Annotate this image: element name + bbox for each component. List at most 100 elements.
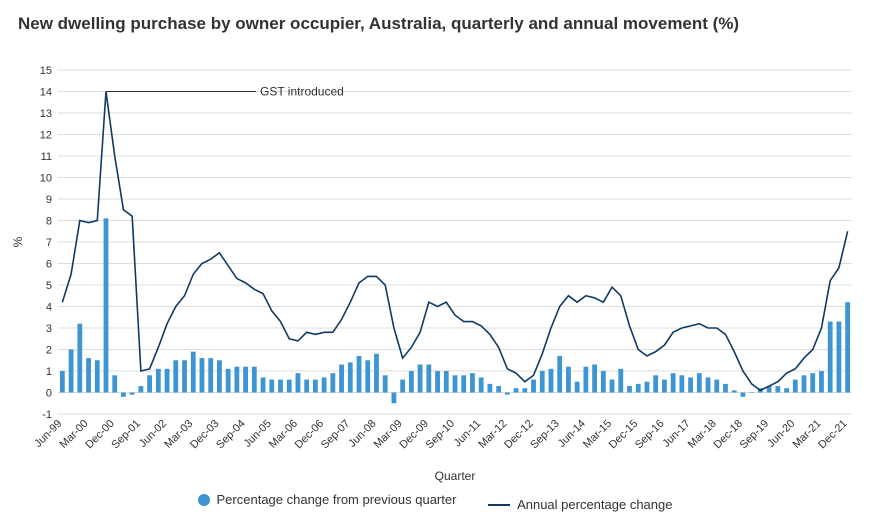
bar <box>200 358 205 392</box>
bar <box>217 360 222 392</box>
bar <box>461 375 466 392</box>
bar <box>418 365 423 393</box>
svg-text:4: 4 <box>46 302 52 314</box>
bar <box>138 386 143 392</box>
bar <box>426 365 431 393</box>
bar <box>688 377 693 392</box>
bar <box>147 375 152 392</box>
legend-line-swatch <box>488 504 510 506</box>
bar <box>365 360 370 392</box>
svg-text:7: 7 <box>46 237 52 249</box>
svg-text:0: 0 <box>46 388 52 400</box>
bar <box>775 386 780 392</box>
bar <box>479 377 484 392</box>
svg-text:2: 2 <box>46 345 52 357</box>
bar <box>557 356 562 393</box>
legend-bar-item: Percentage change from previous quarter <box>198 492 457 507</box>
bar <box>618 369 623 393</box>
bar <box>130 393 135 395</box>
bar <box>697 373 702 392</box>
bar <box>313 380 318 393</box>
bar <box>296 373 301 392</box>
bar <box>837 322 842 393</box>
bar <box>95 360 100 392</box>
bar <box>549 369 554 393</box>
svg-text:Sep-10: Sep-10 <box>424 418 458 452</box>
bar <box>741 393 746 397</box>
svg-text:9: 9 <box>46 194 52 206</box>
bar <box>165 369 170 393</box>
svg-text:5: 5 <box>46 280 52 292</box>
bar <box>435 371 440 393</box>
bar <box>261 377 266 392</box>
bar <box>357 356 362 393</box>
bar <box>77 324 82 393</box>
legend-line-label: Annual percentage change <box>517 497 672 512</box>
bar <box>287 380 292 393</box>
bar <box>173 360 178 392</box>
bar <box>845 302 850 392</box>
bar <box>706 377 711 392</box>
bar <box>583 367 588 393</box>
bar <box>810 373 815 392</box>
bar <box>470 373 475 392</box>
bar <box>514 388 519 392</box>
bar <box>828 322 833 393</box>
bar <box>662 380 667 393</box>
bar <box>784 388 789 392</box>
bar <box>339 365 344 393</box>
dwelling-chart: -10123456789101112131415%Jun-99Mar-00Dec… <box>0 22 870 532</box>
bar <box>592 365 597 393</box>
svg-text:3: 3 <box>46 323 52 335</box>
svg-text:14: 14 <box>40 87 52 99</box>
svg-text:-1: -1 <box>42 409 52 421</box>
svg-text:Dec-21: Dec-21 <box>816 418 850 452</box>
svg-text:13: 13 <box>40 108 52 120</box>
bar <box>496 386 501 392</box>
bar <box>383 375 388 392</box>
svg-text:6: 6 <box>46 259 52 271</box>
bar <box>540 371 545 393</box>
bar <box>156 369 161 393</box>
bar <box>505 393 510 395</box>
bar <box>348 362 353 392</box>
svg-text:12: 12 <box>40 130 52 142</box>
legend-line-item: Annual percentage change <box>488 497 672 512</box>
bar <box>531 380 536 393</box>
bar <box>636 384 641 393</box>
bar <box>793 380 798 393</box>
svg-text:Sep-13: Sep-13 <box>528 418 562 452</box>
bar <box>243 367 248 393</box>
bar <box>121 393 126 397</box>
bar <box>488 384 493 393</box>
chart-legend: Percentage change from previous quarter … <box>0 492 870 512</box>
bar <box>182 360 187 392</box>
bar <box>444 371 449 393</box>
svg-text:8: 8 <box>46 216 52 228</box>
svg-text:15: 15 <box>40 65 52 77</box>
bar <box>104 218 109 392</box>
bar <box>278 380 283 393</box>
bar <box>400 380 405 393</box>
bar <box>575 382 580 393</box>
bar <box>723 384 728 393</box>
svg-text:Sep-07: Sep-07 <box>319 418 353 452</box>
svg-text:Quarter: Quarter <box>435 469 476 483</box>
svg-text:1: 1 <box>46 366 52 378</box>
bar <box>112 375 117 392</box>
bar <box>601 371 606 393</box>
bar <box>60 371 65 393</box>
bar <box>69 350 74 393</box>
annual-line <box>62 92 847 391</box>
legend-bar-swatch <box>198 494 210 506</box>
bar <box>409 371 414 393</box>
bar <box>208 358 213 392</box>
bar <box>627 386 632 392</box>
svg-text:Sep-16: Sep-16 <box>633 418 667 452</box>
bar <box>374 354 379 393</box>
bar <box>330 373 335 392</box>
svg-text:10: 10 <box>40 173 52 185</box>
bar <box>392 393 397 404</box>
bar <box>453 375 458 392</box>
svg-text:Sep-01: Sep-01 <box>109 418 143 452</box>
